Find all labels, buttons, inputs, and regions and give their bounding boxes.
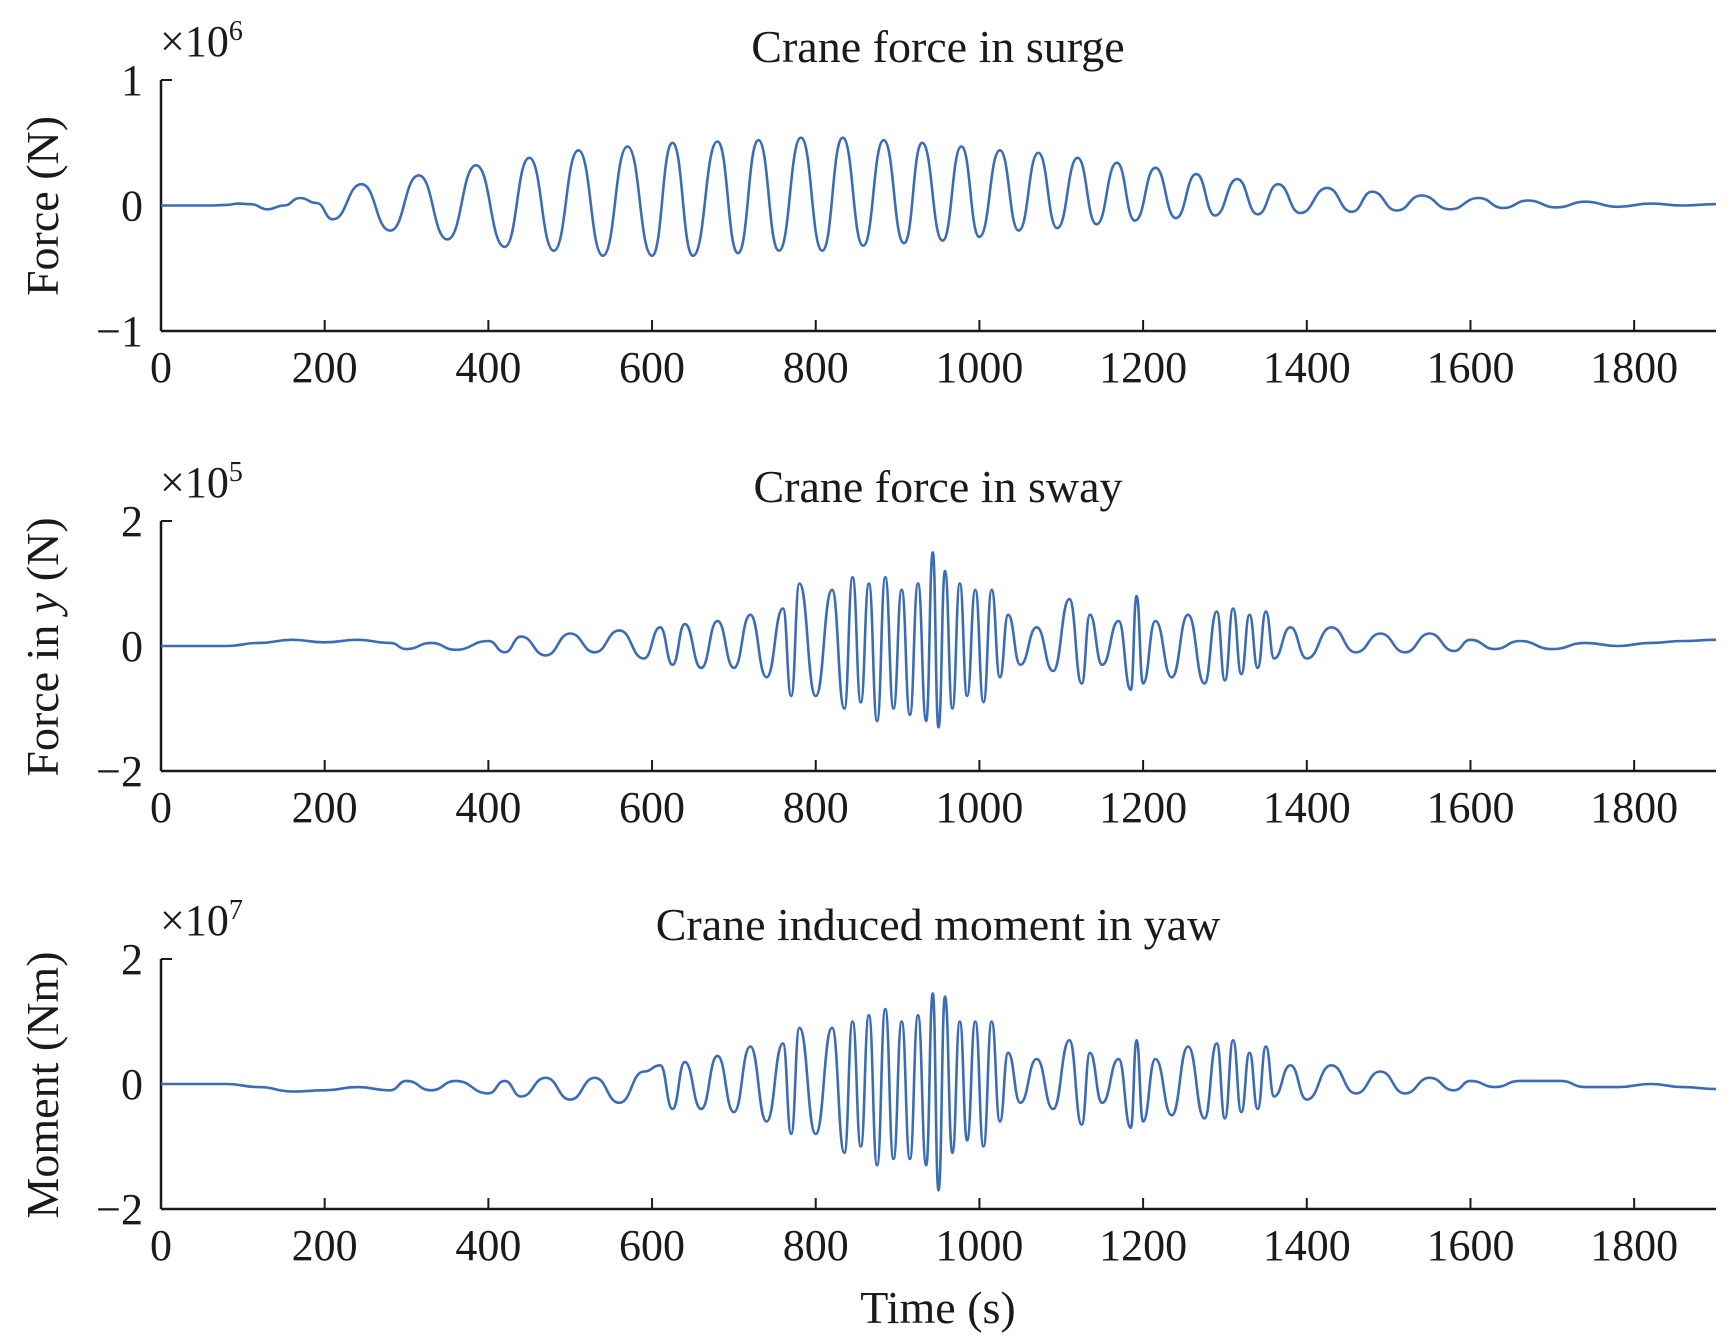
surge-x-tick-label: 200 [292, 343, 358, 392]
surge-x-tick-label: 1200 [1099, 343, 1187, 392]
surge-x-tick-label: 1600 [1426, 343, 1514, 392]
yaw-y-tick-label: 2 [121, 935, 143, 984]
surge-y-tick-label: −1 [96, 307, 143, 356]
surge-x-tick-label: 600 [619, 343, 685, 392]
sway-x-tick-label: 600 [619, 783, 685, 832]
yaw-series-line [160, 992, 1717, 1192]
sway-x-tick-label: 1200 [1099, 783, 1187, 832]
sway-chart-title: Crane force in sway [753, 461, 1122, 512]
yaw-x-tick-label: 200 [292, 1221, 358, 1270]
sway-y-tick-label: −2 [96, 747, 143, 796]
yaw-x-tick-label: 800 [783, 1221, 849, 1270]
surge-x-tick-label: 0 [150, 343, 172, 392]
sway-ticks: 0 200 400 600 800 1000 1200 1400 1600 1800−202 [96, 497, 1678, 832]
sway-multiplier: ×105 [160, 457, 243, 507]
surge-y-tick-label: 0 [121, 182, 143, 231]
sway-y-tick-label: 0 [121, 622, 143, 671]
yaw-x-tick-label: 400 [455, 1221, 521, 1270]
yaw-x-tick-label: 1800 [1590, 1221, 1678, 1270]
surge-force-panel: ×106 Crane force in surge Force (N) 0 200… [17, 16, 1717, 392]
yaw-x-tick-label: 600 [619, 1221, 685, 1270]
sway-x-tick-label: 0 [150, 783, 172, 832]
sway-x-tick-label: 1600 [1426, 783, 1514, 832]
x-axis-label: Time (s) [860, 1282, 1016, 1333]
yaw-moment-panel: ×107 Crane induced moment in yaw Moment … [17, 895, 1717, 1333]
yaw-chart-title: Crane induced moment in yaw [656, 899, 1221, 950]
sway-y-tick-label: 2 [121, 497, 143, 546]
sway-x-tick-label: 1400 [1263, 783, 1351, 832]
sway-x-tick-label: 1000 [935, 783, 1023, 832]
surge-chart-title: Crane force in surge [751, 21, 1124, 72]
surge-ticks: 0 200 400 600 800 1000 1200 1400 1600 1800−101 [96, 56, 1678, 392]
surge-x-tick-label: 800 [783, 343, 849, 392]
yaw-x-tick-label: 1600 [1426, 1221, 1514, 1270]
surge-x-tick-label: 400 [455, 343, 521, 392]
sway-x-tick-label: 400 [455, 783, 521, 832]
surge-x-tick-label: 1400 [1263, 343, 1351, 392]
yaw-x-tick-label: 1000 [935, 1221, 1023, 1270]
sway-x-tick-label: 800 [783, 783, 849, 832]
yaw-ticks: 0 200 400 600 800 1000 1200 1400 1600 1800−202 [96, 935, 1678, 1270]
yaw-x-tick-label: 0 [150, 1221, 172, 1270]
yaw-y-tick-label: −2 [96, 1185, 143, 1234]
yaw-x-tick-label: 1200 [1099, 1221, 1187, 1270]
sway-x-tick-label: 200 [292, 783, 358, 832]
sway-force-panel: ×105 Crane force in sway Force in y (N) … [17, 457, 1717, 832]
yaw-y-axis-label: Moment (Nm) [17, 951, 68, 1218]
yaw-x-tick-label: 1400 [1263, 1221, 1351, 1270]
surge-y-tick-label: 1 [121, 56, 143, 105]
surge-x-tick-label: 1800 [1590, 343, 1678, 392]
yaw-multiplier: ×107 [160, 895, 243, 945]
surge-multiplier: ×106 [160, 16, 243, 66]
sway-y-axis-label: Force in y (N) [17, 517, 68, 776]
surge-x-tick-label: 1000 [935, 343, 1023, 392]
sway-x-tick-label: 1800 [1590, 783, 1678, 832]
surge-series-line [160, 136, 1717, 257]
yaw-y-tick-label: 0 [121, 1060, 143, 1109]
surge-y-axis-label: Force (N) [17, 116, 68, 296]
sway-series-line [161, 551, 1717, 729]
surge-axes [159, 80, 1716, 333]
